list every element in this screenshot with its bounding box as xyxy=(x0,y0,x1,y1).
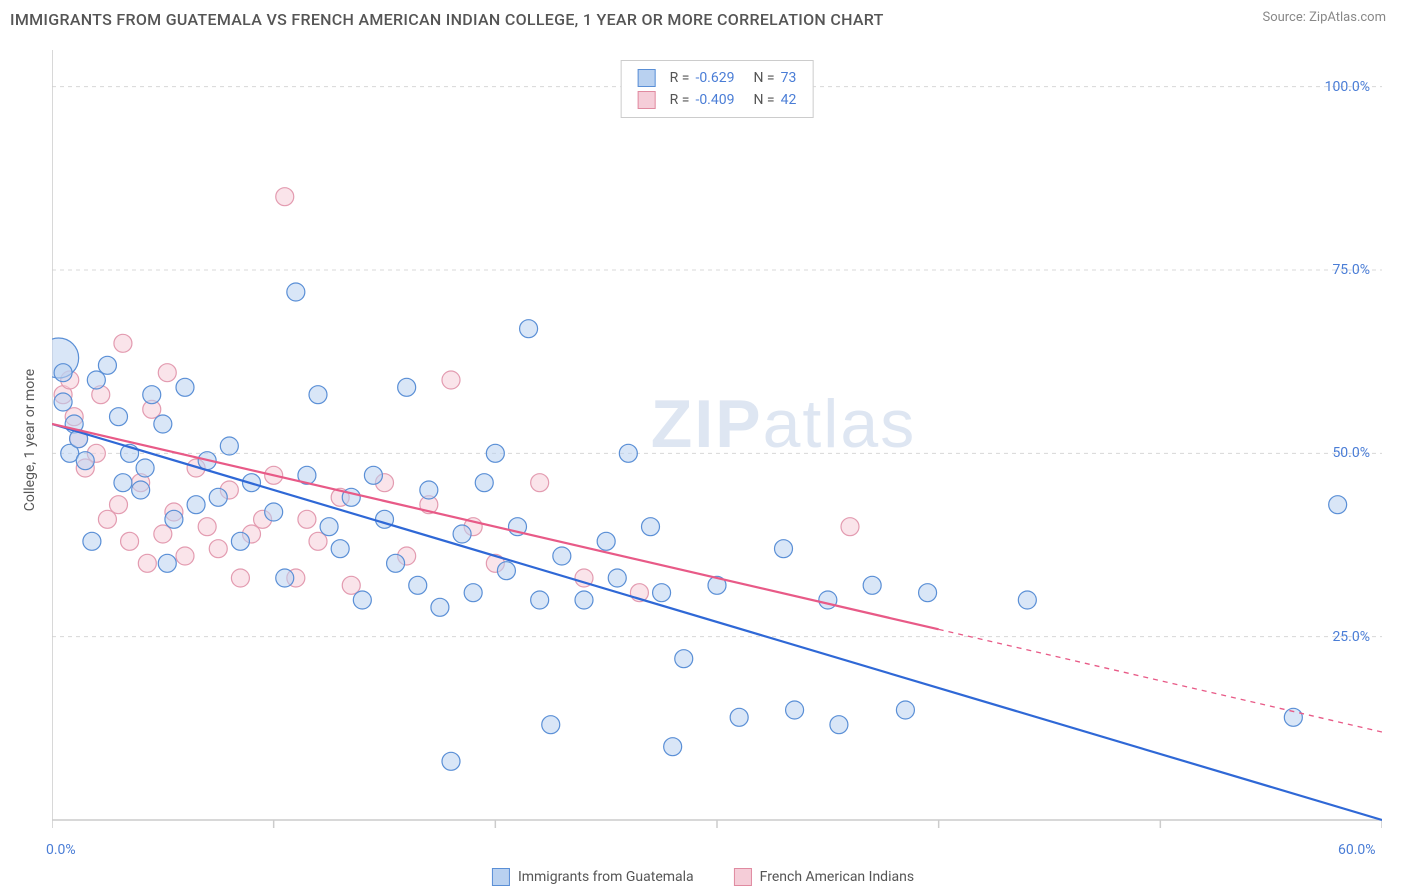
chart-area: College, 1 year or more ZIPatlas R = -0.… xyxy=(52,50,1382,830)
stats-row-2: R = -0.409 N = 42 xyxy=(638,89,797,111)
n-value: 42 xyxy=(781,89,797,111)
y-tick-label: 25.0% xyxy=(1332,629,1370,645)
n-label: N = xyxy=(753,67,774,89)
r-label: R = xyxy=(670,67,690,89)
legend-swatch-pink xyxy=(734,868,752,886)
legend-item-1: Immigrants from Guatemala xyxy=(492,868,694,886)
scatter-plot xyxy=(52,50,1382,830)
r-label: R = xyxy=(670,89,690,111)
x-tick-label: 0.0% xyxy=(46,842,76,858)
legend-label: French American Indians xyxy=(760,869,914,885)
n-label: N = xyxy=(753,89,774,111)
source-label: Source: ZipAtlas.com xyxy=(1262,10,1386,25)
legend-label: Immigrants from Guatemala xyxy=(518,869,694,885)
y-tick-label: 50.0% xyxy=(1332,445,1370,461)
stats-row-1: R = -0.629 N = 73 xyxy=(638,67,797,89)
y-axis-label: College, 1 year or more xyxy=(22,369,38,511)
y-tick-label: 100.0% xyxy=(1325,79,1370,95)
chart-title: IMMIGRANTS FROM GUATEMALA VS FRENCH AMER… xyxy=(10,10,884,29)
legend-swatch-blue xyxy=(492,868,510,886)
r-value: -0.629 xyxy=(695,67,734,89)
y-tick-label: 75.0% xyxy=(1332,262,1370,278)
r-value: -0.409 xyxy=(695,89,734,111)
x-tick-label: 60.0% xyxy=(1338,842,1376,858)
stats-swatch-pink xyxy=(638,91,656,109)
bottom-legend: Immigrants from Guatemala French America… xyxy=(492,868,914,886)
stats-swatch-blue xyxy=(638,69,656,87)
stats-box: R = -0.629 N = 73 R = -0.409 N = 42 xyxy=(621,60,814,118)
legend-item-2: French American Indians xyxy=(734,868,914,886)
n-value: 73 xyxy=(781,67,797,89)
